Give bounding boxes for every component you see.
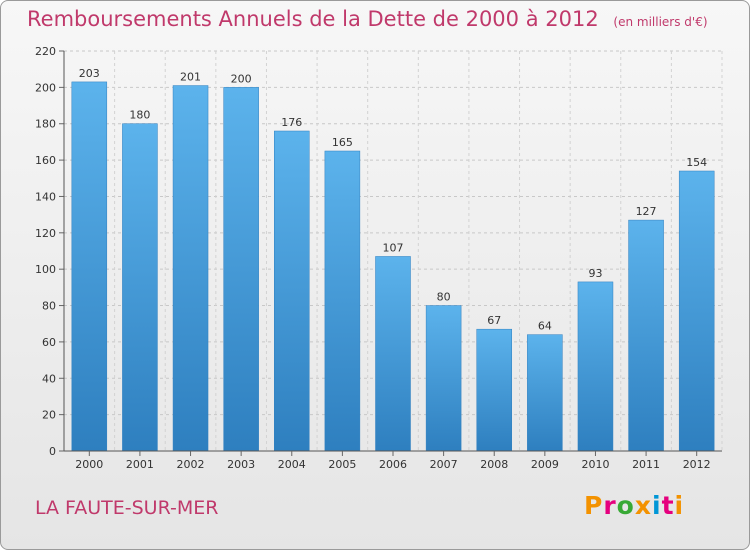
- bar-value-label: 80: [437, 291, 451, 304]
- bar-2001[interactable]: [122, 123, 158, 452]
- x-tick-label: 2005: [328, 458, 356, 471]
- logo-letter: o: [616, 491, 635, 520]
- y-tick-label: 100: [35, 263, 56, 276]
- bar-2006[interactable]: [375, 256, 411, 452]
- chart-title-block: Remboursements Annuels de la Dette de 20…: [27, 7, 708, 31]
- y-tick-label: 20: [42, 409, 56, 422]
- logo-letter: x: [634, 491, 652, 520]
- bar-value-label: 180: [129, 109, 150, 122]
- chart-subtitle: (en milliers d'€): [613, 15, 708, 29]
- bar-value-label: 165: [332, 136, 353, 149]
- y-tick-label: 220: [35, 45, 56, 58]
- bar-2000[interactable]: [71, 81, 108, 452]
- logo-letter: P: [584, 491, 604, 520]
- x-tick-label: 2009: [531, 458, 559, 471]
- bar-2010[interactable]: [577, 281, 614, 452]
- chart-title: Remboursements Annuels de la Dette de 20…: [27, 7, 599, 31]
- bar-value-label: 200: [231, 72, 252, 85]
- x-tick-label: 2000: [75, 458, 103, 471]
- bar-value-label: 201: [180, 71, 201, 84]
- y-tick-label: 80: [42, 300, 56, 313]
- bar-2004[interactable]: [274, 130, 310, 452]
- x-tick-label: 2010: [581, 458, 609, 471]
- bar-2002[interactable]: [172, 85, 209, 452]
- y-tick-label: 60: [42, 336, 56, 349]
- bar-2007[interactable]: [425, 305, 462, 452]
- bar-value-label: 176: [281, 116, 302, 129]
- x-tick-label: 2007: [430, 458, 458, 471]
- x-tick-label: 2002: [177, 458, 205, 471]
- y-tick-label: 120: [35, 227, 56, 240]
- bar-2005[interactable]: [324, 150, 361, 452]
- x-tick-label: 2008: [480, 458, 508, 471]
- x-tick-label: 2012: [683, 458, 711, 471]
- x-tick-label: 2006: [379, 458, 407, 471]
- x-tick-label: 2011: [632, 458, 660, 471]
- bar-2009[interactable]: [527, 334, 563, 452]
- bar-value-label: 203: [79, 67, 100, 80]
- bar-2011[interactable]: [628, 219, 664, 452]
- x-tick-label: 2001: [126, 458, 154, 471]
- bar-value-label: 127: [636, 205, 657, 218]
- y-tick-label: 180: [35, 118, 56, 131]
- proxiti-logo[interactable]: Proxiti: [584, 491, 684, 520]
- y-tick-label: 140: [35, 190, 56, 203]
- bar-2012[interactable]: [678, 170, 715, 452]
- logo-letter: i: [652, 491, 662, 520]
- y-tick-label: 40: [42, 372, 56, 385]
- x-tick-label: 2003: [227, 458, 255, 471]
- bar-2003[interactable]: [223, 87, 259, 452]
- city-name: LA FAUTE-SUR-MER: [35, 497, 219, 519]
- x-tick-label: 2004: [278, 458, 306, 471]
- bar-value-label: 107: [383, 241, 404, 254]
- logo-letter: t: [661, 491, 675, 520]
- logo-letter: r: [603, 491, 617, 520]
- bar-2008[interactable]: [476, 328, 512, 452]
- y-tick-label: 160: [35, 154, 56, 167]
- bar-value-label: 154: [686, 156, 707, 169]
- bar-value-label: 64: [538, 320, 552, 333]
- y-tick-label: 200: [35, 81, 56, 94]
- bar-value-label: 93: [588, 267, 602, 280]
- y-tick-label: 0: [49, 445, 56, 458]
- bar-value-label: 67: [487, 314, 501, 327]
- logo-letter: i: [674, 491, 685, 520]
